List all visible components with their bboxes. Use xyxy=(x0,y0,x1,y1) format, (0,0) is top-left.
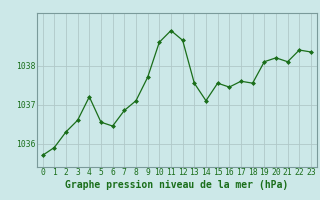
X-axis label: Graphe pression niveau de la mer (hPa): Graphe pression niveau de la mer (hPa) xyxy=(65,180,288,190)
